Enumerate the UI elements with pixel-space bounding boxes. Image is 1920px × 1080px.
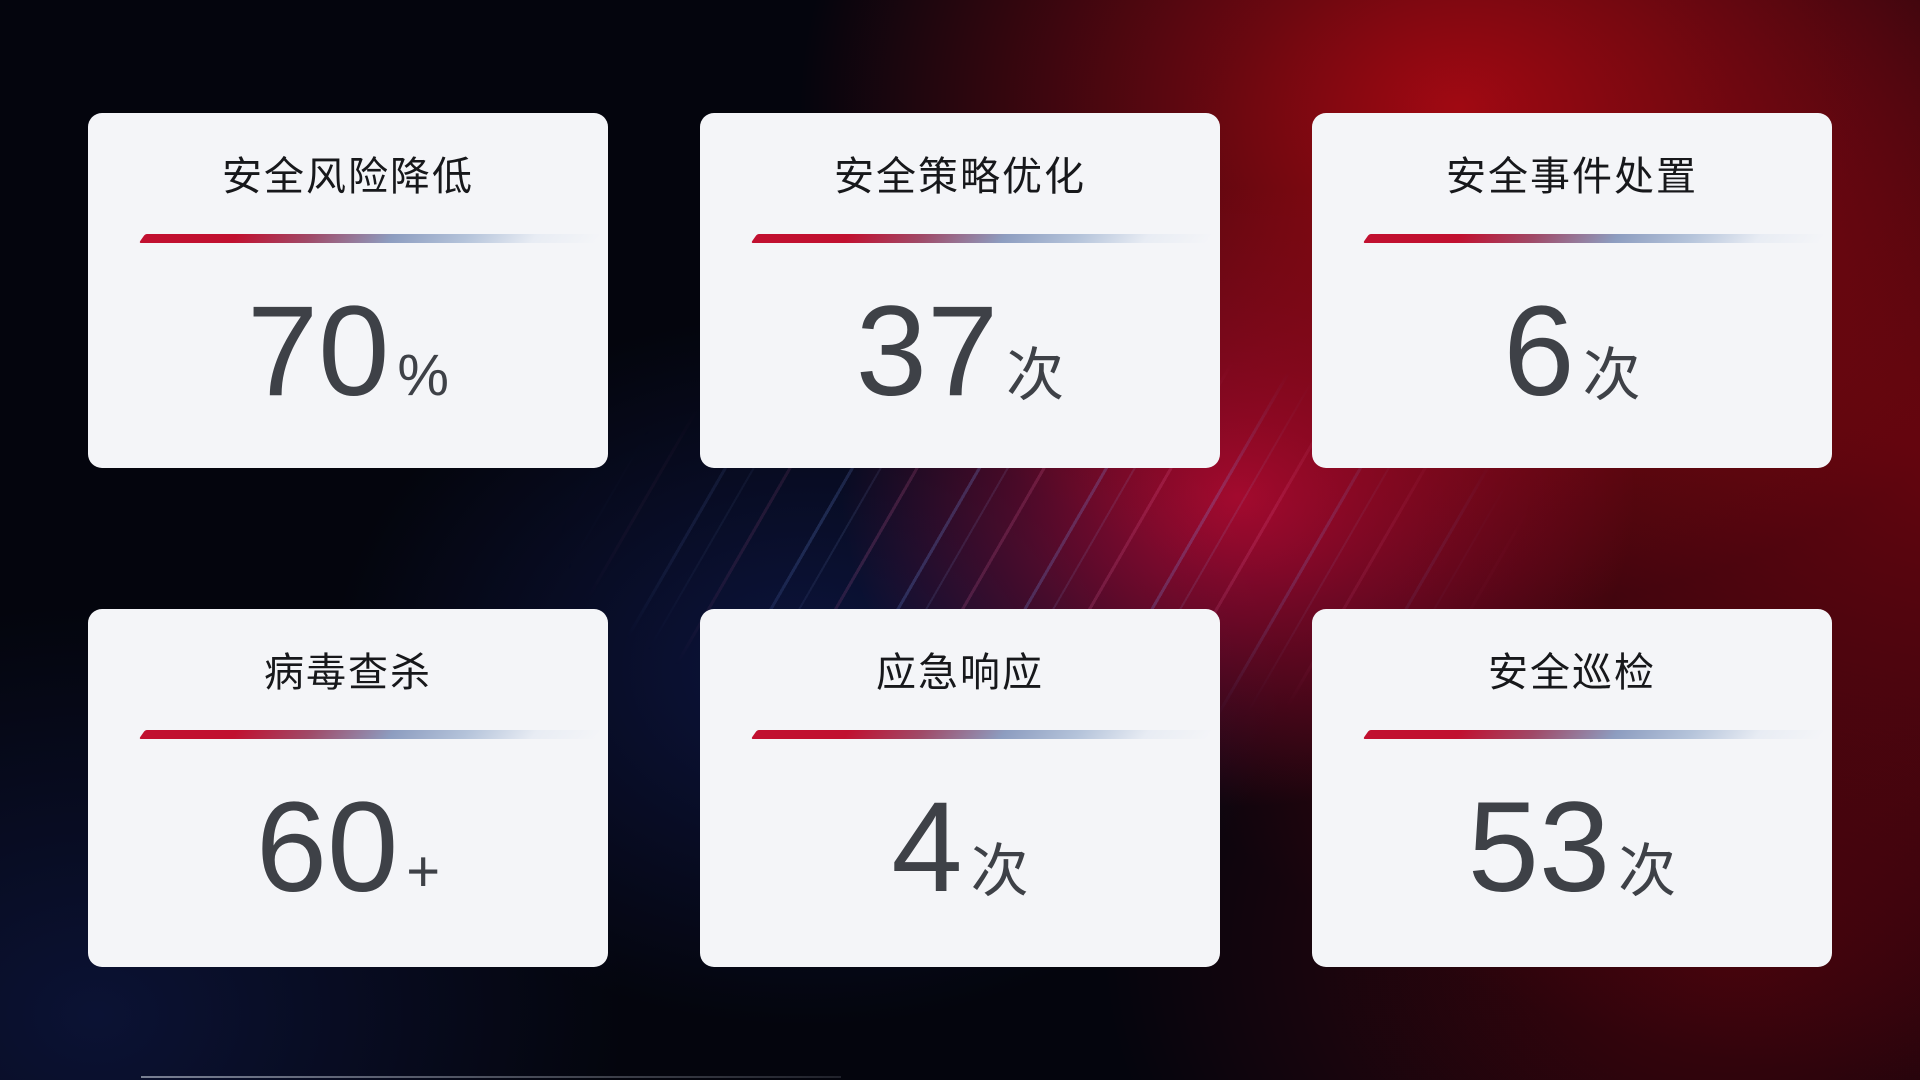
card-value: 6 次 xyxy=(1503,280,1641,423)
card-value: 4 次 xyxy=(891,776,1029,919)
stat-unit: % xyxy=(397,343,449,408)
gradient-divider xyxy=(1362,234,1832,243)
stat-card-policy-optimization: 安全策略优化 37 次 xyxy=(700,113,1220,468)
stat-unit: 次 xyxy=(1618,839,1677,904)
stat-card-virus-scan: 病毒查杀 60 + xyxy=(88,609,608,967)
stat-unit: 次 xyxy=(970,839,1029,904)
stat-card-security-inspection: 安全巡检 53 次 xyxy=(1312,609,1832,967)
stat-number: 6 xyxy=(1503,280,1575,423)
gradient-divider xyxy=(750,730,1220,739)
footer-accent-line xyxy=(141,1076,841,1078)
card-value: 70 % xyxy=(247,280,449,423)
card-value: 53 次 xyxy=(1467,776,1677,919)
card-title: 安全事件处置 xyxy=(1446,155,1698,199)
card-value: 60 + xyxy=(255,776,441,919)
stat-card-emergency-response: 应急响应 4 次 xyxy=(700,609,1220,967)
stat-unit: 次 xyxy=(1006,343,1065,408)
stat-number: 53 xyxy=(1467,776,1611,919)
stat-card-risk-reduction: 安全风险降低 70 % xyxy=(88,113,608,468)
gradient-divider xyxy=(1362,730,1832,739)
stat-card-incident-handling: 安全事件处置 6 次 xyxy=(1312,113,1832,468)
stat-number: 70 xyxy=(247,280,390,423)
card-title: 安全巡检 xyxy=(1488,651,1656,695)
card-title: 安全策略优化 xyxy=(834,155,1086,199)
gradient-divider xyxy=(138,730,608,739)
stat-number: 37 xyxy=(855,280,999,423)
stat-unit: 次 xyxy=(1582,343,1641,408)
stat-number: 60 xyxy=(255,776,399,919)
gradient-divider xyxy=(750,234,1220,243)
card-title: 安全风险降低 xyxy=(222,155,474,199)
card-value: 37 次 xyxy=(855,280,1065,423)
stat-number: 4 xyxy=(891,776,963,919)
gradient-divider xyxy=(138,234,608,243)
card-title: 应急响应 xyxy=(876,651,1044,695)
stat-unit: + xyxy=(406,839,441,904)
card-title: 病毒查杀 xyxy=(264,651,432,695)
